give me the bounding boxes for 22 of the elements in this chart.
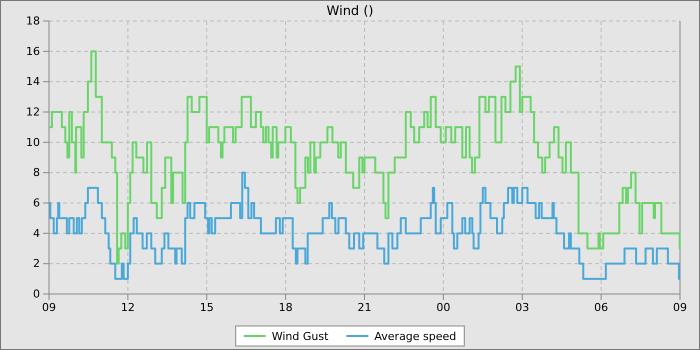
y-tick-label: 4 <box>33 226 40 240</box>
x-tick-label: 18 <box>278 300 293 314</box>
legend-label: Average speed <box>374 330 456 343</box>
x-tick-label: 15 <box>200 300 214 314</box>
y-tick-label: 6 <box>33 196 40 210</box>
legend-label: Wind Gust <box>272 330 330 343</box>
y-tick-label: 16 <box>26 44 40 58</box>
x-tick-label: 21 <box>358 300 372 314</box>
y-tick-label: 10 <box>26 136 40 149</box>
y-tick-label: 2 <box>33 257 40 270</box>
y-tick-label: 12 <box>26 106 40 119</box>
y-tick-label: 8 <box>33 166 40 180</box>
y-tick-label: 14 <box>26 75 40 88</box>
x-tick-label: 06 <box>594 300 608 314</box>
chart-title: Wind () <box>326 4 374 19</box>
x-tick-label: 12 <box>120 300 135 314</box>
x-tick-label: 00 <box>436 300 450 314</box>
y-tick-label: 0 <box>33 288 40 301</box>
x-tick-label: 09 <box>673 300 687 314</box>
y-tick-label: 18 <box>26 14 40 28</box>
x-tick-label: 09 <box>42 300 56 314</box>
x-tick-label: 03 <box>515 300 530 314</box>
